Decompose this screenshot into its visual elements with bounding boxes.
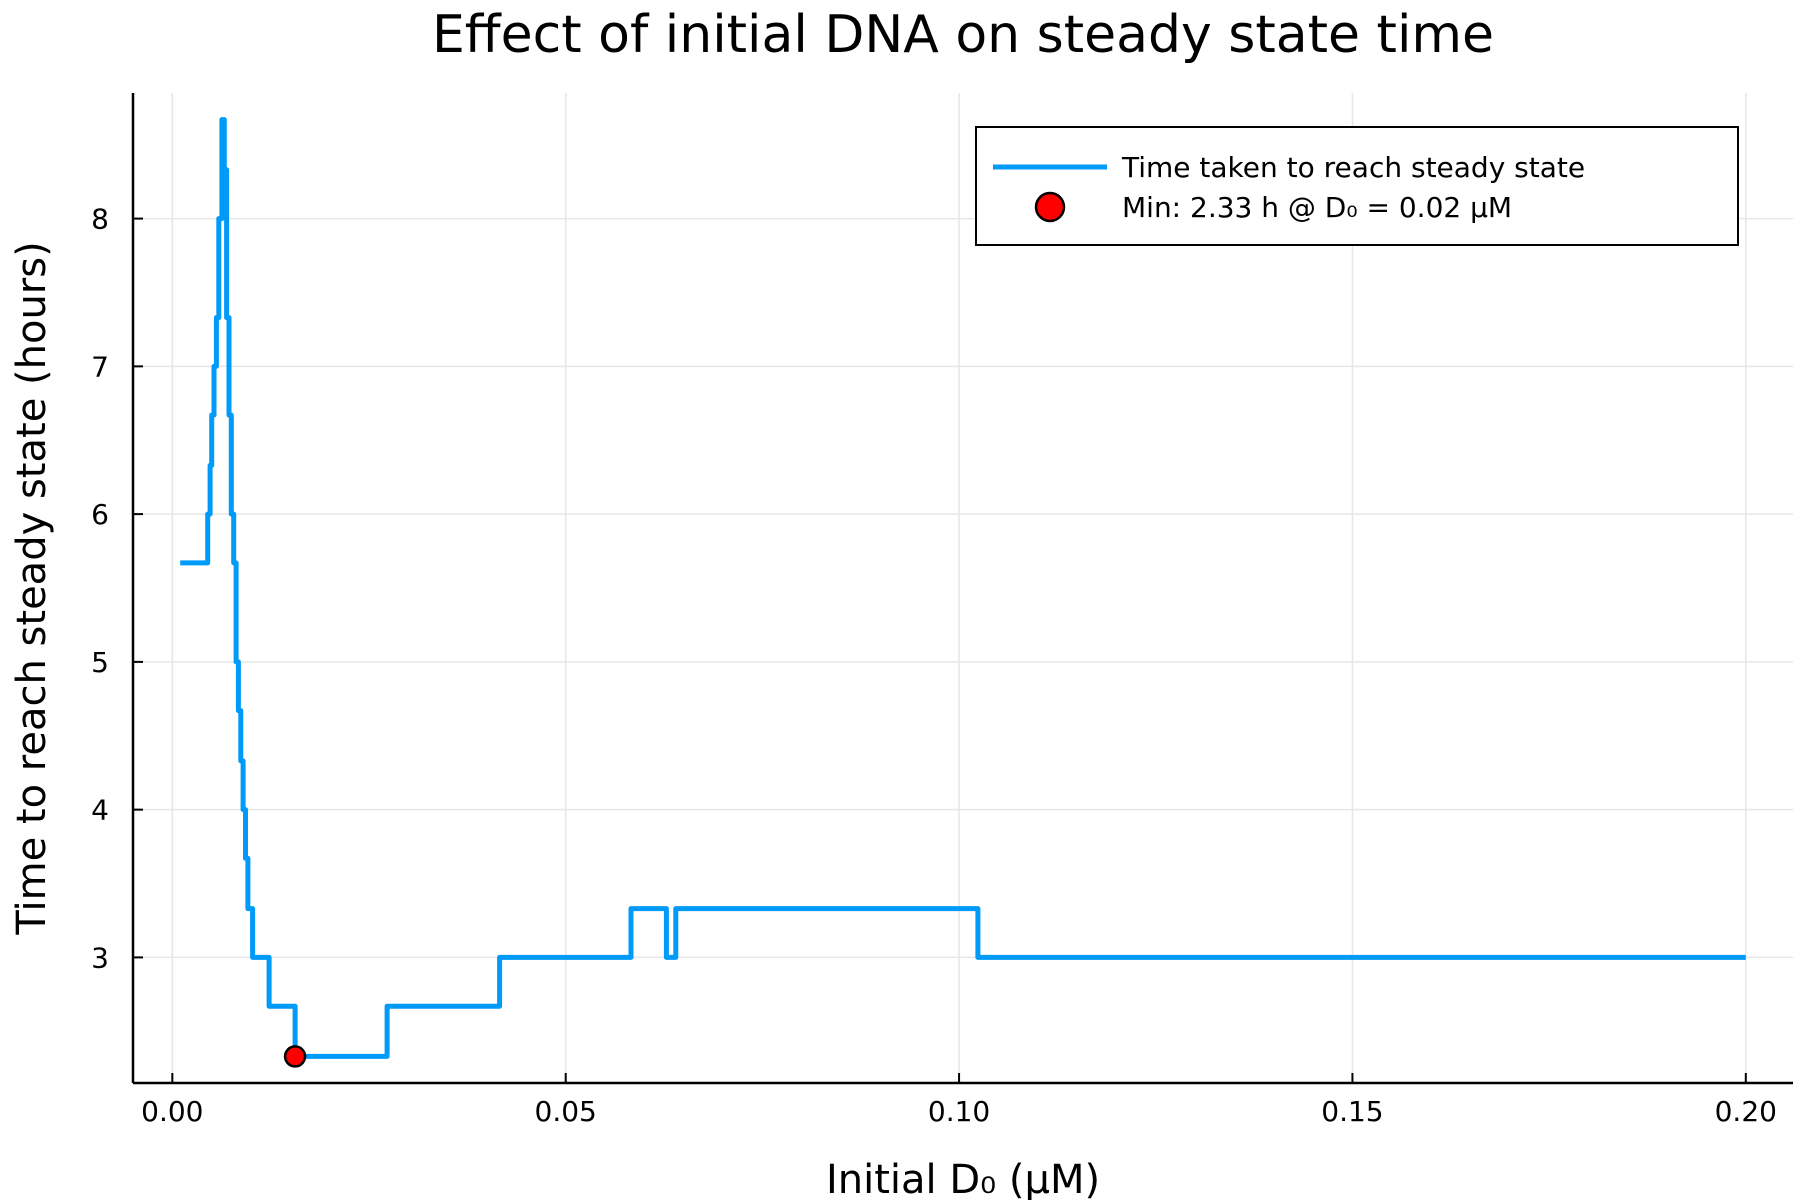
minimum-point-marker — [283, 1045, 307, 1068]
x-tick-label: 0.05 — [535, 1095, 597, 1128]
y-tick-label: 3 — [91, 941, 109, 974]
y-tick-label: 7 — [91, 350, 109, 383]
chart-title: Effect of initial DNA on steady state ti… — [432, 5, 1494, 65]
axes — [131, 93, 1793, 1085]
series-line-steady-state-time — [180, 117, 1746, 1059]
legend-marker-swatch — [1034, 191, 1066, 223]
ticks: 0.00 0.05 0.10 0.15 0.20 3 4 5 6 7 8 — [91, 203, 1777, 1128]
x-tick-label: 0.10 — [928, 1095, 990, 1128]
legend: Time taken to reach steady state Min: 2.… — [975, 126, 1739, 246]
x-tick-label: 0.15 — [1321, 1095, 1383, 1128]
grid — [133, 93, 1793, 1083]
legend-box — [975, 126, 1739, 246]
legend-entry-minimum: Min: 2.33 h @ D₀ = 0.02 μM — [1122, 191, 1512, 224]
legend-entry-series: Time taken to reach steady state — [1121, 151, 1585, 184]
y-axis-label: Time to reach steady state (hours) — [9, 241, 55, 935]
y-tick-label: 6 — [91, 498, 109, 531]
y-tick-label: 4 — [91, 794, 109, 827]
y-tick-label: 8 — [91, 203, 109, 236]
x-tick-label: 0.20 — [1715, 1095, 1777, 1128]
plot-area — [180, 117, 1746, 1068]
y-tick-label: 5 — [91, 646, 109, 679]
x-tick-label: 0.00 — [141, 1095, 203, 1128]
x-axis-label: Initial D₀ (μM) — [826, 1157, 1100, 1200]
